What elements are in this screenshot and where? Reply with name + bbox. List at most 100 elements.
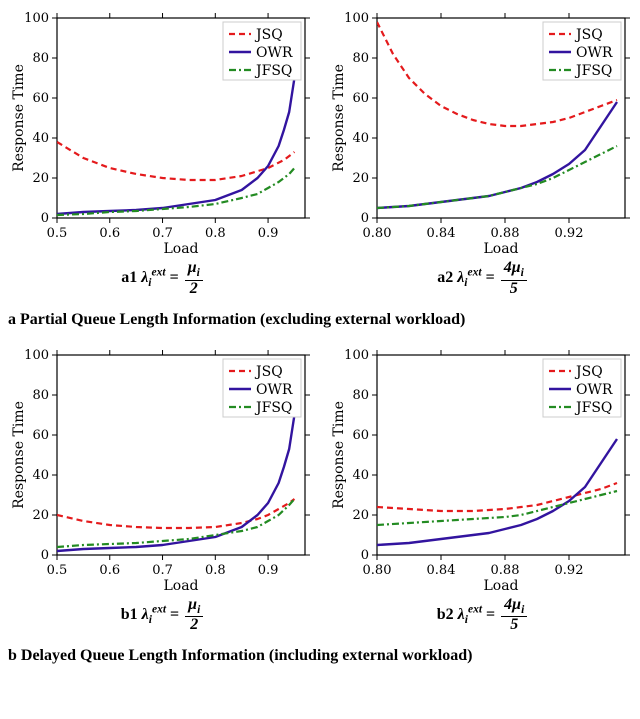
svg-text:Response Time: Response Time: [11, 401, 27, 509]
frac-num-mu: μ: [188, 259, 197, 276]
frac-num-sub: i: [521, 604, 524, 616]
svg-text:60: 60: [352, 428, 369, 443]
row-b: 0204060801000.50.60.70.80.9LoadResponse …: [0, 343, 640, 634]
panel-b1: 0204060801000.50.60.70.80.9LoadResponse …: [8, 343, 318, 634]
svg-text:OWR: OWR: [576, 382, 613, 398]
frac-num-mu: μ: [188, 596, 197, 613]
frac-num-4mu: 4μ: [504, 259, 521, 276]
panel-a1: 0204060801000.50.60.70.80.9LoadResponse …: [8, 6, 318, 297]
caption-b2-prefix: b2: [437, 606, 458, 623]
svg-text:Load: Load: [483, 578, 518, 593]
svg-text:0.92: 0.92: [554, 226, 583, 241]
svg-text:80: 80: [352, 388, 369, 403]
svg-text:100: 100: [24, 11, 49, 26]
svg-text:40: 40: [352, 468, 369, 483]
svg-text:Load: Load: [163, 578, 198, 593]
svg-text:Response Time: Response Time: [331, 401, 347, 509]
frac-num-sub: i: [521, 267, 524, 279]
eq-sign: =: [482, 269, 499, 286]
chart-b1: 0204060801000.50.60.70.80.9LoadResponse …: [11, 343, 316, 593]
svg-text:JFSQ: JFSQ: [254, 400, 292, 416]
svg-text:80: 80: [352, 51, 369, 66]
svg-text:0.88: 0.88: [490, 563, 519, 578]
svg-text:OWR: OWR: [256, 382, 293, 398]
svg-text:JSQ: JSQ: [574, 364, 603, 380]
svg-text:JFSQ: JFSQ: [574, 400, 612, 416]
svg-text:20: 20: [352, 171, 369, 186]
svg-text:0.92: 0.92: [554, 563, 583, 578]
svg-text:JSQ: JSQ: [574, 27, 603, 43]
svg-text:0: 0: [360, 548, 368, 563]
svg-text:60: 60: [32, 91, 49, 106]
section-caption-b: b Delayed Queue Length Information (incl…: [8, 647, 640, 665]
caption-b1-prefix: b1: [121, 606, 142, 623]
svg-text:0: 0: [360, 211, 368, 226]
svg-text:20: 20: [32, 508, 49, 523]
svg-text:0.88: 0.88: [490, 226, 519, 241]
svg-text:Load: Load: [163, 241, 198, 256]
svg-text:0: 0: [40, 211, 48, 226]
frac-den-5: 5: [501, 617, 527, 633]
svg-text:JFSQ: JFSQ: [574, 63, 612, 79]
svg-text:0.6: 0.6: [99, 563, 120, 578]
svg-text:0.8: 0.8: [204, 226, 225, 241]
svg-text:40: 40: [352, 131, 369, 146]
sup-ext: ext: [468, 267, 482, 279]
svg-text:20: 20: [352, 508, 369, 523]
row-a: 0204060801000.50.60.70.80.9LoadResponse …: [0, 6, 640, 297]
svg-text:40: 40: [32, 131, 49, 146]
svg-text:Response Time: Response Time: [331, 64, 347, 172]
frac-den-2: 2: [185, 281, 203, 297]
section-caption-a: a Partial Queue Length Information (excl…: [8, 311, 640, 329]
svg-text:JSQ: JSQ: [254, 364, 283, 380]
svg-text:0.9: 0.9: [257, 226, 278, 241]
frac-den-5: 5: [501, 281, 527, 297]
caption-a1: a1 λiext = μi2: [121, 260, 205, 297]
svg-text:0.6: 0.6: [99, 226, 120, 241]
caption-a2-prefix: a2: [437, 269, 457, 286]
chart-a1: 0204060801000.50.60.70.80.9LoadResponse …: [11, 6, 316, 256]
frac-num-sub: i: [197, 267, 200, 279]
svg-text:80: 80: [32, 51, 49, 66]
svg-text:0.84: 0.84: [426, 226, 455, 241]
svg-text:0.5: 0.5: [46, 226, 67, 241]
caption-a2: a2 λiext = 4μi5: [437, 260, 529, 297]
svg-text:0.80: 0.80: [362, 226, 391, 241]
svg-text:100: 100: [344, 348, 369, 363]
svg-text:60: 60: [32, 428, 49, 443]
svg-text:Response Time: Response Time: [11, 64, 27, 172]
frac-mu-over-2: μi 2: [185, 260, 203, 297]
sup-ext: ext: [152, 603, 166, 615]
eq-sign: =: [166, 269, 183, 286]
figure-page: 0204060801000.50.60.70.80.9LoadResponse …: [0, 0, 640, 719]
caption-b1: b1 λiext = μi2: [121, 597, 206, 634]
svg-text:0.9: 0.9: [257, 563, 278, 578]
svg-text:60: 60: [352, 91, 369, 106]
sub-i: i: [465, 614, 468, 626]
svg-text:40: 40: [32, 468, 49, 483]
caption-a1-prefix: a1: [121, 269, 141, 286]
lambda-sym: λ: [142, 606, 149, 623]
eq-sign: =: [166, 606, 183, 623]
svg-text:0.84: 0.84: [426, 563, 455, 578]
svg-text:80: 80: [32, 388, 49, 403]
eq-sign: =: [482, 606, 499, 623]
caption-b2: b2 λiext = 4μi5: [437, 597, 530, 634]
sub-i: i: [149, 614, 152, 626]
svg-text:JSQ: JSQ: [254, 27, 283, 43]
svg-text:Load: Load: [483, 241, 518, 256]
svg-text:0.8: 0.8: [204, 563, 225, 578]
svg-text:100: 100: [344, 11, 369, 26]
frac-num-4mu: 4μ: [504, 596, 521, 613]
sub-i: i: [148, 277, 151, 289]
svg-text:0: 0: [40, 548, 48, 563]
frac-4mu-over-5: 4μi 5: [501, 260, 527, 297]
svg-text:OWR: OWR: [256, 45, 293, 61]
chart-b2: 0 20 40 60 80 100 0.80 0.84 0.88 0.92 Load Response…: [331, 343, 636, 593]
svg-text:OWR: OWR: [576, 45, 613, 61]
svg-text:0.7: 0.7: [152, 563, 173, 578]
sup-ext: ext: [468, 603, 482, 615]
svg-text:20: 20: [32, 171, 49, 186]
frac-4mu-over-5: 4μi5: [501, 597, 527, 634]
svg-text:0.80: 0.80: [362, 563, 391, 578]
